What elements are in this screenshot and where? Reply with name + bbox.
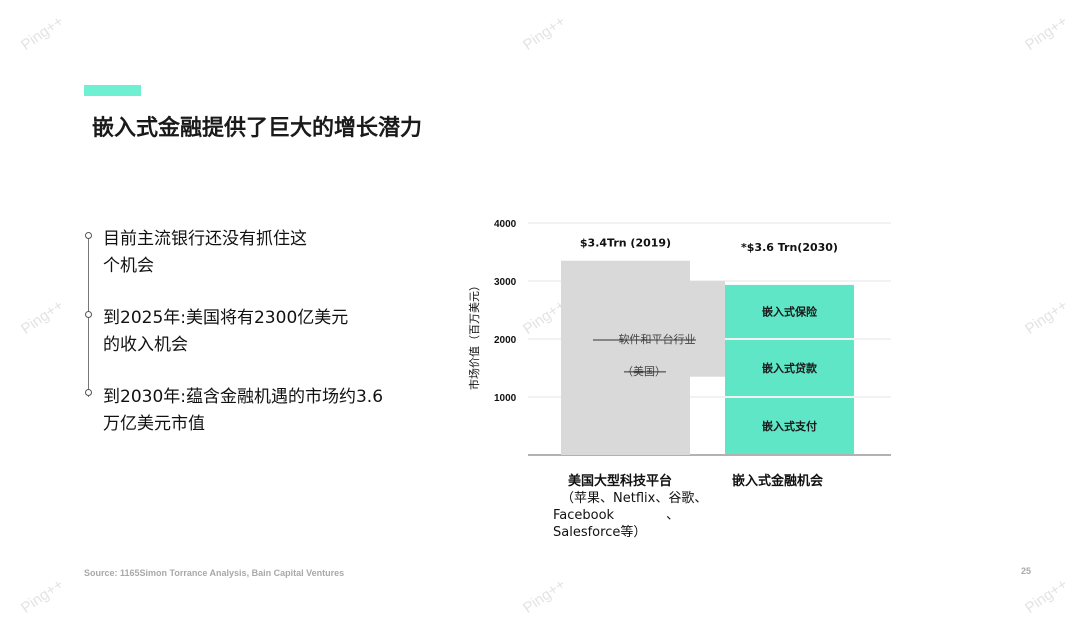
bullet-line: 的收入机会	[103, 335, 188, 355]
bullet-dot	[85, 232, 92, 239]
watermark: Ping++	[18, 12, 67, 54]
bullet-dot	[85, 311, 92, 318]
watermark: Ping++	[18, 575, 67, 617]
bar-segment	[725, 398, 854, 454]
y-tick-label: 1000	[494, 393, 517, 404]
source-note: Source: 1165Simon Torrance Analysis, Bai…	[84, 568, 345, 578]
y-tick-label: 4000	[494, 219, 517, 230]
bar-segment	[725, 340, 854, 396]
category-subtitle-line: Facebook 、	[553, 508, 680, 523]
bullet-line: 个机会	[103, 256, 154, 276]
bullet-text: 到2025年:美国将有2300亿美元 的收入机会	[103, 305, 348, 359]
bullet-line: 目前主流银行还没有抓住这	[103, 229, 307, 249]
bullet-line: 万亿美元市值	[103, 414, 205, 434]
category-subtitle-line: Salesforce等）	[553, 525, 647, 540]
bullet-dot	[85, 389, 92, 396]
page-number: 25	[1021, 566, 1032, 576]
bar-segment	[725, 284, 854, 338]
bar-annotation: $3.4Trn (2019)	[580, 237, 671, 250]
bullet-text: 目前主流银行还没有抓住这 个机会	[103, 226, 307, 280]
category-subtitle: （苹果、Netflix、谷歌、 Facebook 、 Salesforce等）	[553, 490, 713, 541]
watermark: Ping++	[520, 12, 569, 54]
watermark: Ping++	[520, 575, 569, 617]
x-category-label: 嵌入式金融机会	[732, 474, 824, 489]
y-tick-label: 2000	[494, 335, 517, 346]
bar	[561, 260, 690, 455]
bullet-line: 到2025年:美国将有2300亿美元	[103, 308, 349, 328]
watermark: Ping++	[1022, 12, 1071, 54]
bar-segment-label: 嵌入式保险	[762, 304, 818, 318]
bar-segment-label: 嵌入式支付	[762, 419, 817, 433]
category-subtitle-line: （苹果、Netflix、谷歌、	[561, 491, 708, 506]
bullet-line: 到2030年:蕴含金融机遇的市场约3.6	[103, 387, 384, 407]
bar-inner-label: 软件和平台行业	[619, 332, 696, 346]
watermark: Ping++	[1022, 296, 1071, 338]
bullet-text: 到2030年:蕴含金融机遇的市场约3.6 万亿美元市值	[103, 384, 383, 438]
y-tick-label: 3000	[494, 277, 517, 288]
page-title: 嵌入式金融提供了巨大的增长潜力	[92, 116, 423, 141]
connector-block	[690, 281, 725, 377]
bar-annotation: *$3.6 Trn(2030)	[741, 241, 838, 254]
watermark: Ping++	[18, 296, 67, 338]
watermark: Ping++	[1022, 575, 1071, 617]
bar-segment-label: 嵌入式贷款	[762, 361, 818, 375]
x-category-label: 美国大型科技平台	[568, 474, 673, 489]
title-accent-bar	[84, 85, 141, 96]
